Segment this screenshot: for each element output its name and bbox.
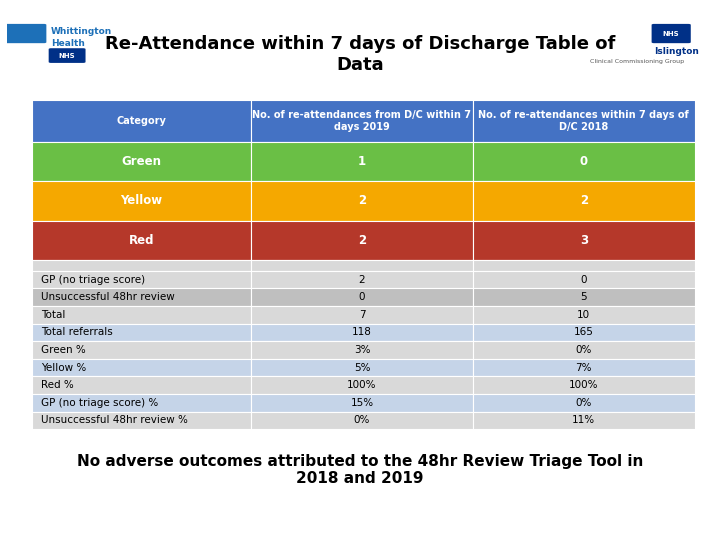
Text: No adverse outcomes attributed to the 48hr Review Triage Tool in
2018 and 2019: No adverse outcomes attributed to the 48… — [77, 454, 643, 486]
Text: 2: 2 — [358, 234, 366, 247]
Text: 7%: 7% — [575, 363, 592, 373]
Text: 3: 3 — [580, 234, 588, 247]
Text: 0%: 0% — [576, 398, 592, 408]
Text: 10: 10 — [577, 310, 590, 320]
Text: Health: Health — [51, 39, 85, 48]
Text: 165: 165 — [574, 327, 594, 338]
Text: 100%: 100% — [569, 380, 598, 390]
Text: 0: 0 — [580, 155, 588, 168]
FancyBboxPatch shape — [5, 24, 46, 43]
Text: 2: 2 — [580, 194, 588, 207]
Text: Red: Red — [129, 234, 155, 247]
Text: Total: Total — [41, 310, 66, 320]
Text: 0: 0 — [359, 292, 365, 302]
Text: Whittington: Whittington — [51, 27, 112, 36]
Text: No. of re-attendances within 7 days of
D/C 2018: No. of re-attendances within 7 days of D… — [479, 110, 689, 132]
Text: NHS: NHS — [663, 31, 680, 37]
Text: Unsuccessful 48hr review %: Unsuccessful 48hr review % — [41, 415, 188, 426]
Text: NHS: NHS — [59, 52, 76, 58]
Text: Yellow: Yellow — [121, 194, 163, 207]
Text: Green: Green — [122, 155, 162, 168]
Text: 2: 2 — [358, 194, 366, 207]
Text: Clinical Commissioning Group: Clinical Commissioning Group — [590, 59, 685, 64]
Text: 15%: 15% — [351, 398, 374, 408]
Text: 7: 7 — [359, 310, 365, 320]
Text: Yellow %: Yellow % — [41, 363, 86, 373]
FancyBboxPatch shape — [652, 24, 690, 43]
Text: Red %: Red % — [41, 380, 74, 390]
Text: 2: 2 — [359, 274, 365, 285]
Text: 118: 118 — [352, 327, 372, 338]
Text: 3%: 3% — [354, 345, 370, 355]
Text: Total referrals: Total referrals — [41, 327, 113, 338]
Text: Green %: Green % — [41, 345, 86, 355]
Text: GP (no triage score): GP (no triage score) — [41, 274, 145, 285]
Text: 5%: 5% — [354, 363, 370, 373]
Text: 1: 1 — [358, 155, 366, 168]
Text: 0%: 0% — [576, 345, 592, 355]
Text: 0%: 0% — [354, 415, 370, 426]
Text: Category: Category — [117, 116, 166, 126]
Text: 0: 0 — [580, 274, 587, 285]
Text: No. of re-attendances from D/C within 7
days 2019: No. of re-attendances from D/C within 7 … — [253, 110, 472, 132]
Text: 11%: 11% — [572, 415, 595, 426]
Text: Islington: Islington — [654, 47, 699, 56]
Text: 5: 5 — [580, 292, 588, 302]
FancyBboxPatch shape — [49, 48, 86, 63]
Text: GP (no triage score) %: GP (no triage score) % — [41, 398, 158, 408]
Text: Re-Attendance within 7 days of Discharge Table of
Data: Re-Attendance within 7 days of Discharge… — [105, 35, 615, 74]
Text: Unsuccessful 48hr review: Unsuccessful 48hr review — [41, 292, 175, 302]
Text: 100%: 100% — [347, 380, 377, 390]
